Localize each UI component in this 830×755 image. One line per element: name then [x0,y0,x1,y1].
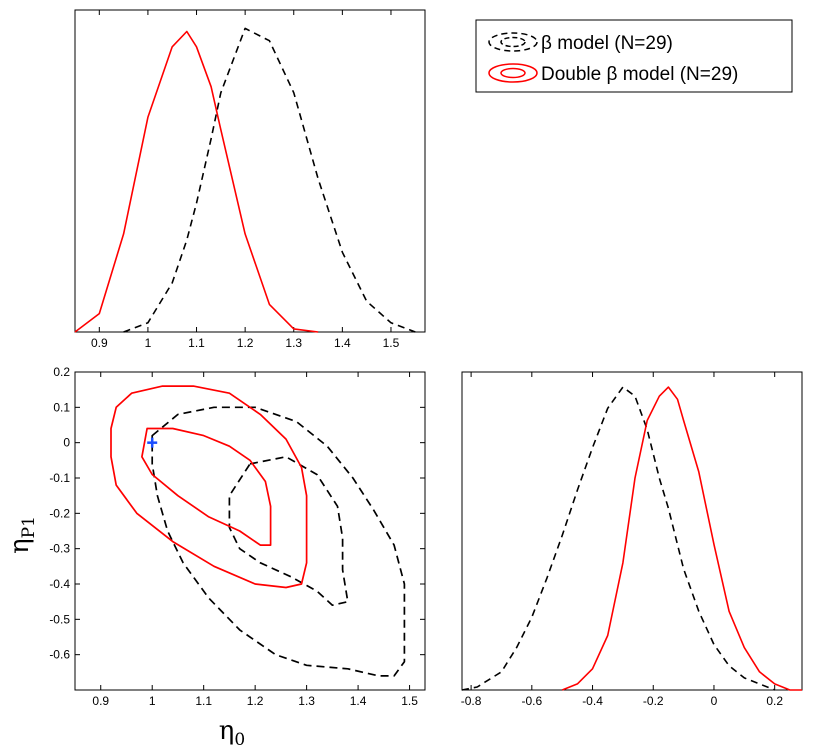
eta0-xtick-label: 0.9 [91,336,108,350]
double-beta-outer-contour [110,385,308,589]
legend-beta-inner-icon [500,36,526,48]
joint-xtick-label: 1.3 [298,694,315,708]
joint-ytick-label: -0.1 [49,471,70,485]
legend-beta-outer-icon [488,32,538,52]
joint-xtick-label: 1.4 [350,694,367,708]
joint-ytick-label: 0.1 [53,400,70,414]
eta0-series-double-beta-line [74,30,319,333]
joint-ytick-label: 0.2 [53,365,70,379]
joint-xtick-label: 1.5 [401,694,418,708]
etaP1-marginal-panel: -0.8 -0.6 -0.4 -0.2 0 0.2 [461,371,803,708]
legend-double-beta-outer-icon [488,63,538,83]
eta0-xtick-label: 1.5 [383,336,400,350]
beta-inner-contour [228,455,349,607]
joint-xtick-label: 0.9 [92,694,109,708]
eta0-marginal-panel: 0.9 1 1.1 1.2 1.3 1.4 1.5 [74,9,426,350]
beta-outer-contour [151,406,406,677]
x-axis-label: η0 [219,716,245,750]
joint-xtick-label: 1.1 [195,694,212,708]
etaP1-series-double-beta-line [561,386,802,691]
joint-ytick-label: 0 [63,436,70,450]
joint-xtick-label: 1.2 [247,694,264,708]
joint-ytick-label: -0.6 [49,648,70,662]
eta0-xtick-label: 1.1 [188,336,205,350]
etaP1-plot-frame [461,371,803,691]
eta0-xtick-label: 1.4 [334,336,351,350]
eta0-xtick-label: 1 [145,336,152,350]
legend-entry-beta: β model (N=29) [541,33,673,54]
etaP1-xtick-label: -0.4 [582,694,603,708]
etaP1-xtick-label: -0.8 [461,694,482,708]
joint-xtick-label: 1 [149,694,156,708]
etaP1-xtick-label: 0 [711,694,718,708]
joint-ytick-label: -0.2 [49,506,70,520]
legend: β model (N=29) Double β model (N=29) [475,19,793,93]
joint-plot-frame [74,371,426,691]
eta0-plot-frame [74,9,426,333]
etaP1-series-beta-line [461,386,775,691]
eta0-xtick-label: 1.2 [237,336,254,350]
eta0-series-beta-line [123,27,416,333]
y-axis-label: ηP1 [5,516,39,554]
eta0-xtick-label: 1.3 [285,336,302,350]
etaP1-xtick-label: 0.2 [766,694,783,708]
joint-ytick-label: -0.3 [49,542,70,556]
legend-double-beta-inner-icon [500,67,526,79]
double-beta-inner-contour [141,427,272,546]
legend-entry-double-beta: Double β model (N=29) [541,64,738,85]
etaP1-xtick-label: -0.2 [643,694,664,708]
etaP1-xtick-label: -0.6 [521,694,542,708]
joint-ytick-label: -0.4 [49,577,70,591]
joint-contour-panel: 0.9 1 1.1 1.2 1.3 1.4 1.5 0.2 0.1 0 -0.1 -0.2 -0.3 -0… [49,365,426,708]
joint-ytick-label: -0.5 [49,612,70,626]
